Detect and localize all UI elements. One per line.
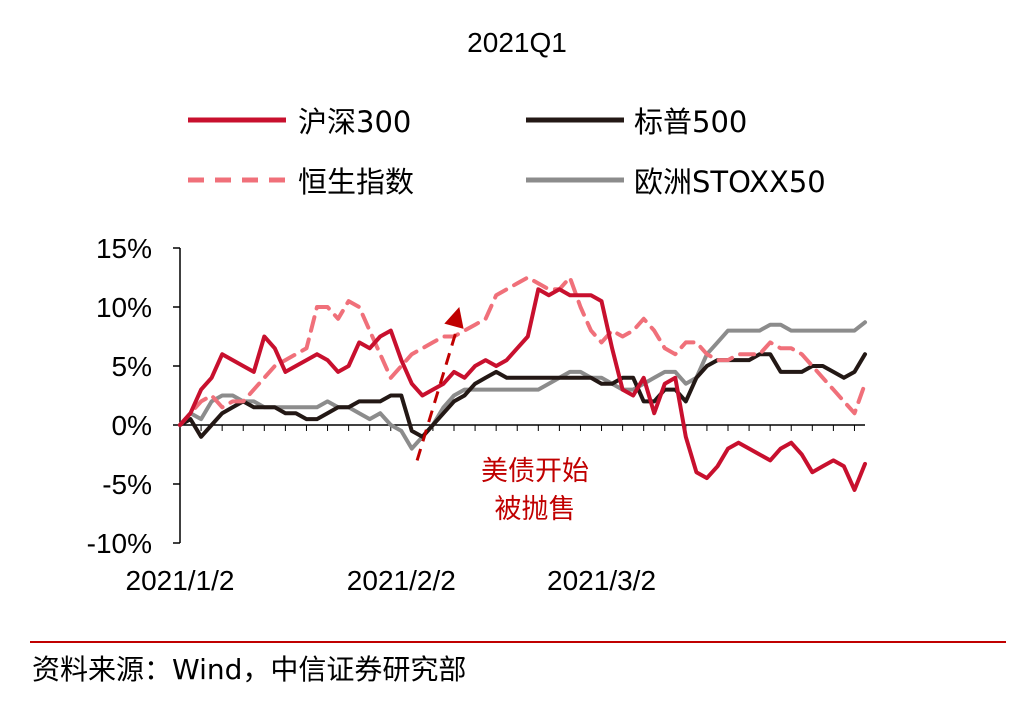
x-tick-label: 2021/3/2 <box>547 565 656 596</box>
series-layer <box>178 275 867 492</box>
y-tick-label: 5% <box>112 351 152 382</box>
annotation-text-line: 被抛售 <box>495 494 576 525</box>
y-tick-label: 0% <box>112 410 152 441</box>
footer-divider <box>30 641 1006 643</box>
legend-label-sp500: 标普500 <box>634 105 747 139</box>
y-tick-label: 15% <box>96 233 152 264</box>
series-line-sp500 <box>178 352 867 439</box>
annotation-arrow-shaft <box>415 320 461 461</box>
series-line-hsi <box>178 275 867 427</box>
y-tick-label: 10% <box>96 292 152 323</box>
source-note: 资料来源：Wind，中信证券研究部 <box>32 653 467 686</box>
y-tick-label: -10% <box>87 528 152 559</box>
axes: 15% 10% 5% 0% -5% -10% 2021/1/2 2021/2/2 2021/3/… <box>87 233 865 596</box>
y-tick-label: -5% <box>102 469 152 500</box>
annotation-text-line: 美债开始 <box>481 456 589 487</box>
legend-label-stoxx50: 欧洲STOXX50 <box>634 165 826 199</box>
series-line-stoxx50 <box>178 320 867 451</box>
legend-label-hs300: 沪深300 <box>298 105 411 139</box>
legend: 沪深300 标普500 恒生指数 欧洲STOXX50 <box>188 105 826 199</box>
chart-title: 2021Q1 <box>467 27 567 58</box>
annotation-arrow-head <box>444 307 464 329</box>
x-tick-label: 2021/2/2 <box>347 565 456 596</box>
series-line-hs300 <box>178 287 867 492</box>
chart: 2021Q1 沪深300 标普500 恒生指数 欧洲STOXX50 15% 10%… <box>87 27 867 596</box>
legend-label-hsi: 恒生指数 <box>298 165 414 199</box>
x-tick-label: 2021/1/2 <box>126 565 235 596</box>
